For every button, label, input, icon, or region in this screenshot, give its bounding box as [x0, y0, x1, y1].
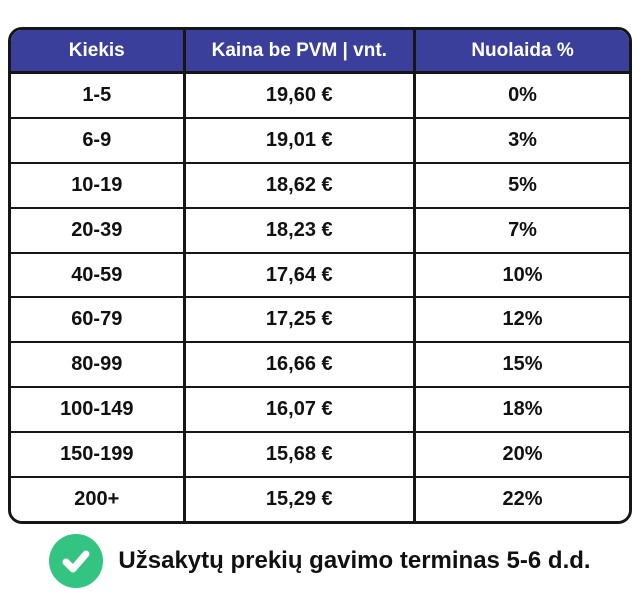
- price-cell: 16,07 €: [184, 386, 417, 433]
- price-cell: 15,29 €: [184, 476, 417, 521]
- price-cell: 15,68 €: [184, 431, 417, 478]
- table-row: 6-9 19,01 € 3%: [11, 116, 629, 163]
- quantity-cell: 40-59: [11, 251, 186, 298]
- discount-cell: 0%: [414, 72, 629, 118]
- column-header-discount: Nuolaida %: [414, 30, 629, 74]
- price-cell: 19,60 €: [184, 72, 417, 118]
- column-header-quantity: Kiekis: [11, 30, 186, 74]
- table-row: 20-39 18,23 € 7%: [11, 206, 629, 253]
- quantity-cell: 20-39: [11, 206, 186, 253]
- column-header-price: Kaina be PVM | vnt.: [184, 30, 417, 74]
- quantity-cell: 80-99: [11, 341, 186, 388]
- price-cell: 19,01 €: [184, 116, 417, 163]
- discount-cell: 3%: [414, 116, 629, 163]
- discount-cell: 15%: [414, 341, 629, 388]
- price-cell: 17,64 €: [184, 251, 417, 298]
- quantity-cell: 6-9: [11, 116, 186, 163]
- discount-cell: 18%: [414, 386, 629, 433]
- discount-cell: 10%: [414, 251, 629, 298]
- discount-cell: 5%: [414, 161, 629, 208]
- quantity-cell: 100-149: [11, 386, 186, 433]
- table-row: 150-199 15,68 € 20%: [11, 431, 629, 478]
- table-row: 100-149 16,07 € 18%: [11, 386, 629, 433]
- quantity-cell: 150-199: [11, 431, 186, 478]
- table-row: 60-79 17,25 € 12%: [11, 296, 629, 343]
- quantity-cell: 200+: [11, 476, 186, 521]
- price-cell: 18,23 €: [184, 206, 417, 253]
- table-row: 10-19 18,62 € 5%: [11, 161, 629, 208]
- table-row: 200+ 15,29 € 22%: [11, 476, 629, 521]
- discount-cell: 20%: [414, 431, 629, 478]
- table-row: 80-99 16,66 € 15%: [11, 341, 629, 388]
- delivery-note: Užsakytų prekių gavimo terminas 5-6 d.d.: [0, 534, 640, 588]
- discount-cell: 7%: [414, 206, 629, 253]
- check-circle-icon: [49, 534, 104, 588]
- discount-cell: 22%: [414, 476, 629, 521]
- quantity-cell: 1-5: [11, 72, 186, 118]
- quantity-cell: 10-19: [11, 161, 186, 208]
- price-cell: 17,25 €: [184, 296, 417, 343]
- pricing-table-frame: Kiekis Kaina be PVM | vnt. Nuolaida % 1-…: [8, 27, 632, 524]
- price-cell: 16,66 €: [184, 341, 417, 388]
- quantity-cell: 60-79: [11, 296, 186, 343]
- table-header-row: Kiekis Kaina be PVM | vnt. Nuolaida %: [11, 30, 629, 74]
- quantity-discount-table: Kiekis Kaina be PVM | vnt. Nuolaida % 1-…: [11, 30, 629, 521]
- delivery-note-text: Užsakytų prekių gavimo terminas 5-6 d.d.: [118, 547, 591, 574]
- table-row: 40-59 17,64 € 10%: [11, 251, 629, 298]
- table-row: 1-5 19,60 € 0%: [11, 72, 629, 118]
- discount-cell: 12%: [414, 296, 629, 343]
- price-cell: 18,62 €: [184, 161, 417, 208]
